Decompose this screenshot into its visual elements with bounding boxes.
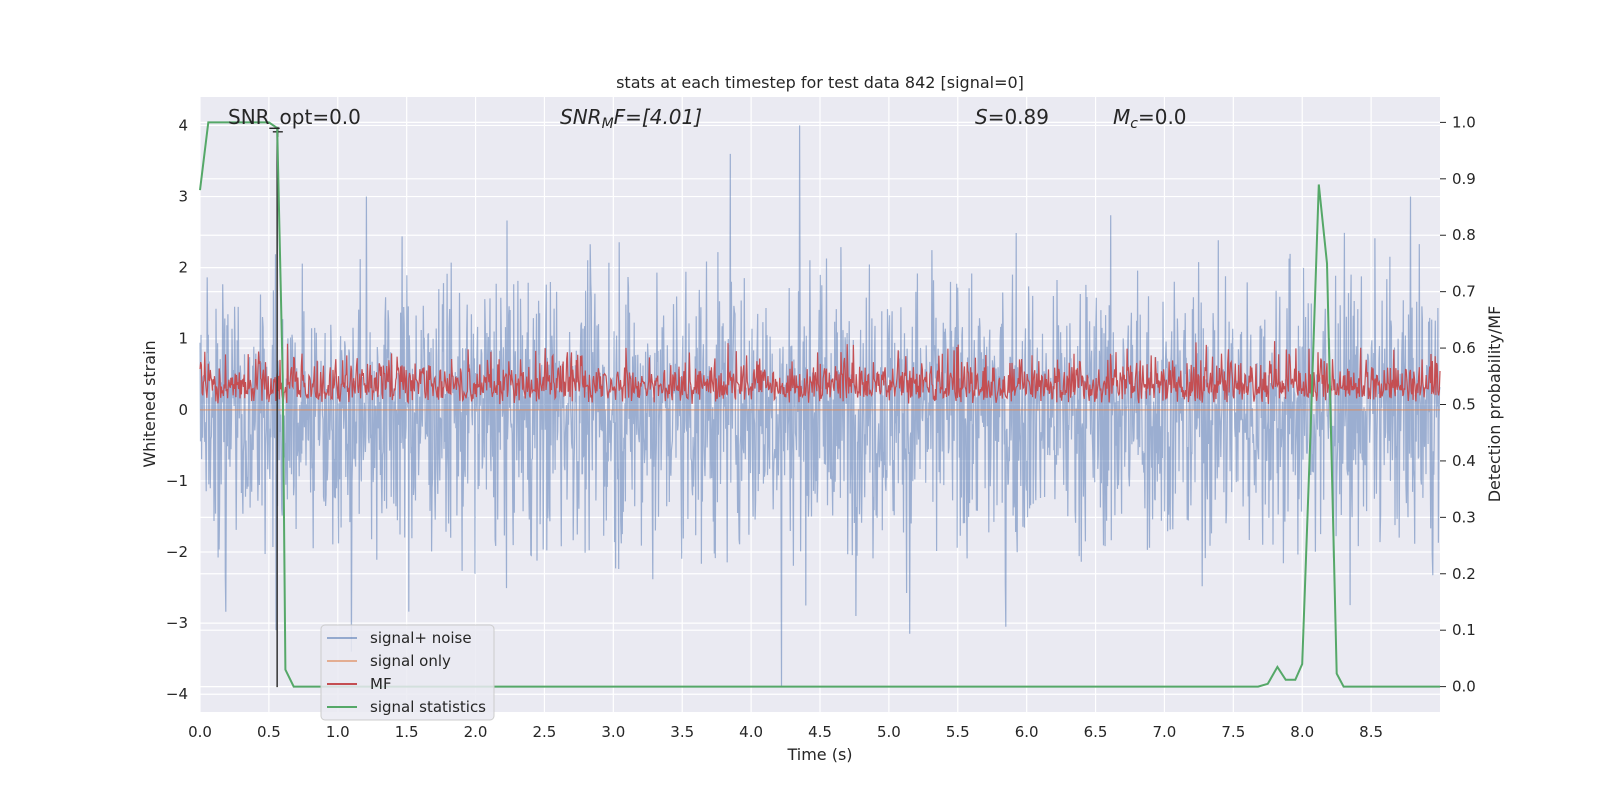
legend-label-mf: MF bbox=[370, 675, 392, 693]
y-left-tick-label: 0 bbox=[178, 401, 188, 419]
y-right-tick-label: 0.9 bbox=[1452, 170, 1476, 188]
y-left-tick-label: −2 bbox=[166, 543, 188, 561]
y-left-tick-label: 1 bbox=[178, 330, 188, 348]
x-tick-label: 4.0 bbox=[739, 723, 763, 741]
x-tick-label: 0.5 bbox=[257, 723, 281, 741]
snr-mf-sub: M bbox=[602, 116, 614, 132]
snr-mf-tail: F=[4.01] bbox=[614, 105, 702, 129]
annotation-s: S=0.89 bbox=[975, 105, 1049, 129]
x-tick-label: 5.5 bbox=[946, 723, 970, 741]
x-tick-label: 4.5 bbox=[808, 723, 832, 741]
mc-tail: =0.0 bbox=[1138, 105, 1187, 129]
y-right-tick-label: 0.3 bbox=[1452, 508, 1476, 526]
signal-statistics-line bbox=[199, 121, 1440, 688]
x-axis-label: Time (s) bbox=[786, 745, 852, 764]
y-left-tick-label: 3 bbox=[178, 188, 188, 206]
y-left-tick-label: −3 bbox=[166, 614, 188, 632]
legend-label-signal-only: signal only bbox=[370, 652, 451, 670]
y-axis-label-left: Whitened strain bbox=[140, 340, 159, 467]
legend: signal+ noise signal only MF signal stat… bbox=[320, 624, 495, 721]
annotation-mc: Mc=0.0 bbox=[1113, 105, 1187, 132]
y-right-tick-label: 0.5 bbox=[1452, 396, 1476, 414]
x-tick-label: 5.0 bbox=[877, 723, 901, 741]
annotations: SNR_opt=0.0 SNRMF=[4.01] S=0.89 Mc=0.0 bbox=[228, 105, 1187, 132]
mf-line bbox=[199, 341, 1441, 405]
s-tail: =0.89 bbox=[988, 105, 1049, 129]
x-tick-label: 2.5 bbox=[533, 723, 557, 741]
y-right-tick-label: 0.0 bbox=[1452, 678, 1476, 696]
annotation-snr-opt: SNR_opt=0.0 bbox=[228, 105, 361, 129]
snr-mf-base: SNR bbox=[560, 105, 602, 129]
x-tick-label: 7.0 bbox=[1153, 723, 1177, 741]
y-right-tick-label: 0.2 bbox=[1452, 565, 1476, 583]
x-tick-label: 6.0 bbox=[1015, 723, 1039, 741]
x-tick-label: 0.0 bbox=[188, 723, 212, 741]
legend-label-signal-noise: signal+ noise bbox=[370, 629, 472, 647]
mc-base: M bbox=[1113, 105, 1130, 129]
legend-label-signal-statistics: signal statistics bbox=[370, 698, 486, 716]
mc-sub: c bbox=[1130, 116, 1138, 132]
s-base: S bbox=[975, 105, 988, 129]
ticks: 0.0 0.5 1.0 1.5 2.0 2.5 3.0 3.5 4.0 4.5 5.0 5.5 6.0 6… bbox=[166, 113, 1476, 741]
x-tick-label: 3.5 bbox=[670, 723, 694, 741]
y-left-tick-label: −1 bbox=[166, 472, 188, 490]
y-right-tick-label: 0.4 bbox=[1452, 452, 1476, 470]
x-tick-label: 1.5 bbox=[395, 723, 419, 741]
y-right-tick-label: 0.6 bbox=[1452, 339, 1476, 357]
signal-statistics-series bbox=[199, 121, 1440, 688]
x-tick-label: 7.5 bbox=[1221, 723, 1245, 741]
y-right-tick-label: 1.0 bbox=[1452, 113, 1476, 131]
y-right-tick-label: 0.8 bbox=[1452, 226, 1476, 244]
y-left-tick-label: 2 bbox=[178, 259, 188, 277]
y-left-tick-label: −4 bbox=[166, 685, 188, 703]
x-tick-label: 8.5 bbox=[1359, 723, 1383, 741]
chart-title: stats at each timestep for test data 842… bbox=[616, 73, 1024, 92]
x-tick-label: 6.5 bbox=[1084, 723, 1108, 741]
y-right-tick-label: 0.1 bbox=[1452, 621, 1476, 639]
x-tick-label: 3.0 bbox=[601, 723, 625, 741]
annotation-snr-mf: SNRMF=[4.01] bbox=[560, 105, 702, 132]
x-tick-label: 8.0 bbox=[1290, 723, 1314, 741]
y-left-tick-label: 4 bbox=[178, 116, 188, 134]
y-axis-label-right: Detection probability/MF bbox=[1485, 306, 1504, 503]
x-tick-label: 1.0 bbox=[326, 723, 350, 741]
legend-box bbox=[320, 624, 495, 721]
mf-series bbox=[199, 341, 1441, 405]
y-right-tick-label: 0.7 bbox=[1452, 283, 1476, 301]
x-tick-label: 2.0 bbox=[464, 723, 488, 741]
